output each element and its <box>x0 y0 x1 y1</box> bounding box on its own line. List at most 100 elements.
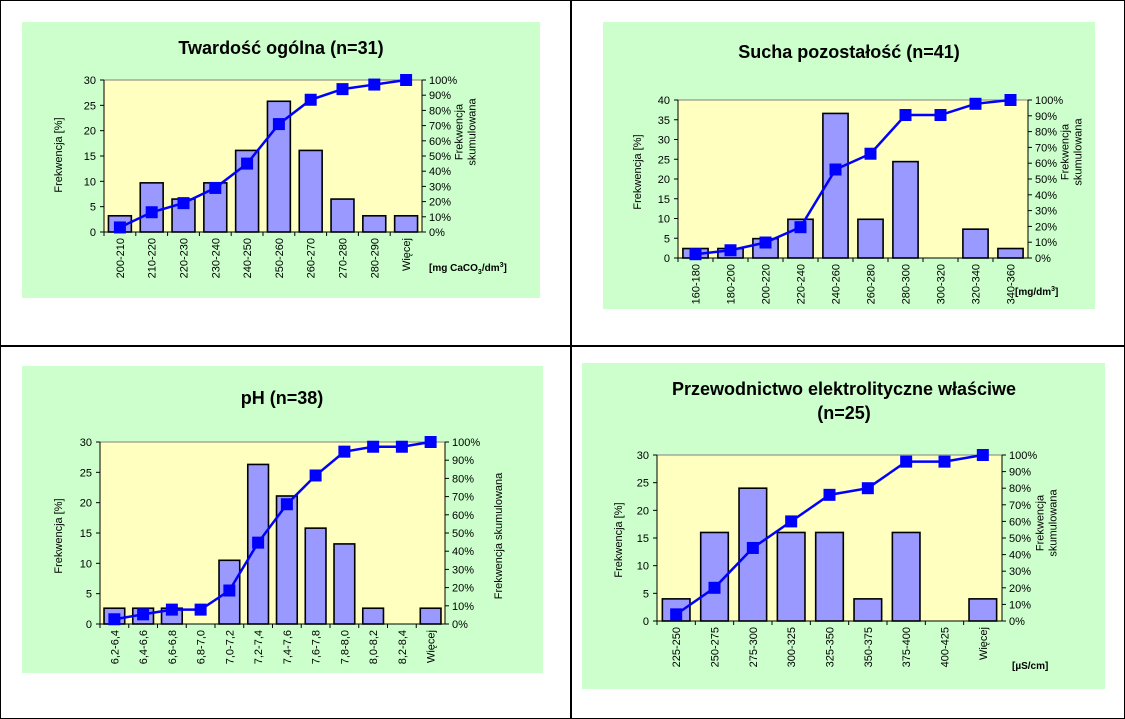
y-tick-label: 30 <box>84 75 96 87</box>
y2-tick-label: 90% <box>452 455 474 467</box>
x-tick-label: 225-250 <box>671 627 683 667</box>
x-tick-label: Więcej <box>426 630 438 663</box>
cumulative-marker <box>395 440 408 453</box>
cumulative-marker <box>272 118 285 131</box>
x-tick-label: 7,0-7,2 <box>224 630 236 664</box>
y2-axis-label: Frekwencja <box>454 103 466 160</box>
x-tick-label: 275-300 <box>748 627 760 667</box>
frequency-bar <box>892 160 919 259</box>
frequency-bar <box>738 487 768 622</box>
cumulative-marker <box>400 74 413 86</box>
y2-tick-label: 100% <box>429 75 457 87</box>
y2-tick-label: 30% <box>1009 566 1031 578</box>
cumulative-marker <box>708 581 721 594</box>
x-tick-label: 250-260 <box>274 238 286 278</box>
x-tick-label: 6,6-6,8 <box>167 630 179 664</box>
frequency-bar <box>962 228 989 259</box>
x-tick-label: 6,2-6,4 <box>109 630 121 664</box>
x-tick-label: 400-425 <box>940 627 952 667</box>
y2-tick-label: 100% <box>1009 450 1037 462</box>
y2-tick-label: 80% <box>452 473 474 485</box>
y2-tick-label: 60% <box>452 510 474 522</box>
frequency-bar <box>330 198 355 233</box>
y-tick-label: 35 <box>658 115 670 127</box>
cumulative-marker <box>670 608 683 621</box>
y-tick-label: 20 <box>637 505 649 517</box>
cumulative-marker <box>108 613 121 626</box>
y2-tick-label: 60% <box>429 136 451 148</box>
y-tick-label: 15 <box>84 151 96 163</box>
x-axis-unit-label: [µS/cm] <box>1012 661 1048 672</box>
y2-tick-label: 50% <box>429 151 451 163</box>
y-tick-label: 5 <box>664 233 670 245</box>
y2-tick-label: 0% <box>1035 253 1051 265</box>
y-tick-label: 0 <box>90 227 96 239</box>
y2-tick-label: 90% <box>1035 111 1057 123</box>
y-tick-label: 25 <box>84 100 96 112</box>
x-tick-label: 260-270 <box>306 238 318 278</box>
x-tick-label: 340-360 <box>1006 264 1018 304</box>
cumulative-marker <box>165 603 178 616</box>
x-tick-label: 7,6-7,8 <box>311 630 323 664</box>
unit-part: 3 <box>1051 286 1055 293</box>
x-tick-label: 240-260 <box>831 264 843 304</box>
x-tick-label: 220-230 <box>179 238 191 278</box>
x-tick-label: 180-200 <box>726 264 738 304</box>
cumulative-line <box>695 98 1011 256</box>
y-tick-label: 0 <box>643 616 649 628</box>
y-tick-label: 15 <box>80 528 92 540</box>
frequency-bar <box>853 598 883 622</box>
cumulative-marker <box>304 93 317 106</box>
cumulative-marker <box>724 244 737 257</box>
y2-tick-label: 40% <box>429 166 451 178</box>
x-tick-label: 260-280 <box>866 264 878 304</box>
y2-tick-label: 50% <box>1009 533 1031 545</box>
y2-tick-label: 10% <box>1009 599 1031 611</box>
cumulative-marker <box>689 248 702 261</box>
y2-tick-label: 30% <box>429 181 451 193</box>
unit-part: ] <box>1055 287 1058 298</box>
unit-part: 3 <box>500 262 504 269</box>
y2-tick-label: 30% <box>1035 206 1057 218</box>
x-tick-label: 200-220 <box>761 264 773 304</box>
frequency-bar <box>776 531 806 622</box>
y-tick-label: 5 <box>90 202 96 214</box>
x-tick-label: 325-350 <box>825 627 837 667</box>
cumulative-marker <box>759 236 772 249</box>
chart-panel-ph: pH (n=38) 0 5 10 15 20 25 30 0% 10% 20% 30% 40% 50% 6… <box>22 366 543 673</box>
y-axis-label: Frekwencja [%] <box>53 117 65 192</box>
y-tick-label: 10 <box>658 214 670 226</box>
frequency-bar <box>393 214 419 233</box>
y2-tick-label: 60% <box>1035 158 1057 170</box>
x-tick-label: 300-320 <box>936 264 948 304</box>
x-tick-label: 250-275 <box>710 627 722 667</box>
cumulative-marker <box>424 436 437 448</box>
cumulative-marker <box>1004 94 1017 106</box>
y2-tick-label: 70% <box>1035 142 1057 154</box>
y-tick-label: 20 <box>80 498 92 510</box>
x-axis-unit-label: [mg/dm3] <box>1015 286 1058 298</box>
x-tick-label: 220-240 <box>796 264 808 304</box>
y-tick-label: 20 <box>658 174 670 186</box>
cumulative-marker <box>829 163 842 176</box>
cumulative-marker <box>194 603 207 616</box>
cumulative-marker <box>241 157 254 170</box>
y2-tick-label: 70% <box>452 492 474 504</box>
frequency-bar <box>304 527 327 625</box>
table-divider-vertical <box>570 0 572 719</box>
y2-tick-label: 20% <box>452 583 474 595</box>
y2-tick-label: 40% <box>1035 190 1057 202</box>
y2-tick-label: 70% <box>429 121 451 133</box>
y2-tick-label: 20% <box>1035 221 1057 233</box>
y2-tick-label: 40% <box>1009 550 1031 562</box>
cumulative-marker <box>309 469 322 482</box>
y2-tick-label: 80% <box>429 105 451 117</box>
cumulative-marker <box>145 206 158 219</box>
cumulative-marker <box>969 97 982 110</box>
cumulative-marker <box>938 455 951 468</box>
x-tick-label: Więcej <box>978 627 990 660</box>
y-tick-label: 25 <box>80 467 92 479</box>
y2-tick-label: 0% <box>452 619 468 631</box>
y-tick-label: 5 <box>643 588 649 600</box>
y2-tick-label: 100% <box>1035 95 1063 107</box>
